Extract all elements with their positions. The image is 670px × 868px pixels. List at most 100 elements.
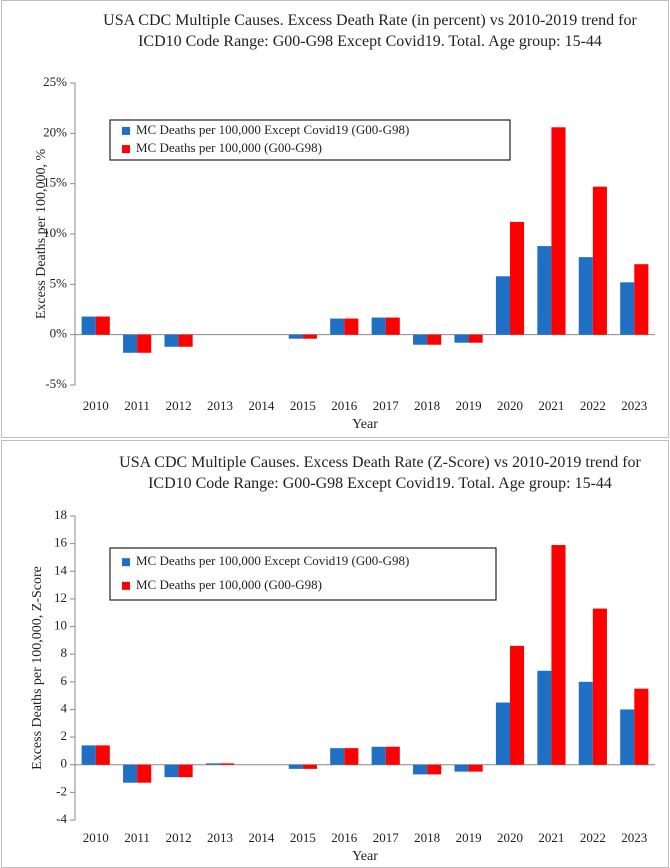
x-tick-label: 2023 bbox=[621, 398, 647, 413]
x-tick-label: 2011 bbox=[124, 398, 150, 413]
bar bbox=[288, 334, 303, 339]
bar bbox=[495, 276, 510, 335]
bar bbox=[123, 334, 138, 353]
y-tick-label: 14 bbox=[54, 562, 68, 577]
bar bbox=[578, 257, 593, 335]
y-tick-label: 15% bbox=[43, 175, 67, 190]
x-tick-label: 2018 bbox=[414, 830, 440, 845]
y-tick-label: 10% bbox=[43, 225, 67, 240]
bar bbox=[495, 702, 510, 765]
bar bbox=[620, 282, 635, 335]
bar bbox=[578, 681, 593, 765]
bar bbox=[302, 764, 317, 769]
x-tick-label: 2020 bbox=[497, 398, 523, 413]
bar bbox=[330, 748, 345, 765]
bar bbox=[220, 763, 235, 765]
y-tick-label: 8 bbox=[61, 645, 68, 660]
bar bbox=[371, 746, 386, 765]
x-tick-label: 2023 bbox=[621, 830, 647, 845]
y-axis-label: Excess Deaths per 100,000, Z-Score bbox=[30, 566, 45, 770]
bar bbox=[634, 264, 649, 335]
bar bbox=[385, 317, 400, 335]
bar bbox=[302, 334, 317, 339]
legend-label: MC Deaths per 100,000 Except Covid19 (G0… bbox=[136, 122, 409, 137]
bar bbox=[427, 334, 442, 345]
bar bbox=[620, 709, 635, 765]
bar bbox=[178, 334, 193, 347]
x-tick-label: 2012 bbox=[166, 830, 192, 845]
bar bbox=[178, 764, 193, 778]
x-tick-label: 2012 bbox=[166, 398, 192, 413]
legend-label: MC Deaths per 100,000 (G00-G98) bbox=[136, 140, 322, 155]
x-tick-label: 2010 bbox=[83, 398, 109, 413]
x-tick-label: 2019 bbox=[456, 398, 482, 413]
bar bbox=[164, 764, 179, 778]
bar bbox=[385, 746, 400, 765]
x-tick-label: 2021 bbox=[538, 830, 564, 845]
y-tick-label: 0% bbox=[50, 326, 68, 341]
x-tick-label: 2017 bbox=[373, 830, 400, 845]
y-axis-label: Excess Deaths per 100,000, % bbox=[34, 149, 49, 320]
y-tick-label: -5% bbox=[45, 376, 67, 391]
x-tick-label: 2014 bbox=[248, 398, 275, 413]
bar bbox=[454, 764, 469, 772]
chart-title: USA CDC Multiple Causes. Excess Death Ra… bbox=[119, 454, 641, 492]
bar bbox=[510, 645, 525, 765]
x-tick-label: 2013 bbox=[207, 398, 233, 413]
bar bbox=[123, 764, 138, 783]
legend-label: MC Deaths per 100,000 Except Covid19 (G0… bbox=[136, 553, 409, 568]
x-tick-label: 2020 bbox=[497, 830, 523, 845]
bar bbox=[330, 318, 345, 335]
x-tick-label: 2011 bbox=[124, 830, 150, 845]
bar bbox=[413, 764, 428, 775]
bar bbox=[427, 764, 442, 775]
bar bbox=[468, 764, 483, 772]
bar bbox=[137, 764, 152, 783]
bar bbox=[288, 764, 303, 769]
bar bbox=[164, 334, 179, 347]
bar bbox=[81, 745, 96, 765]
bar bbox=[454, 334, 469, 343]
x-tick-label: 2017 bbox=[373, 398, 400, 413]
bar bbox=[95, 316, 110, 335]
y-tick-label: -2 bbox=[56, 783, 67, 798]
bar bbox=[371, 317, 386, 335]
x-tick-label: 2021 bbox=[538, 398, 564, 413]
x-axis-label: Year bbox=[352, 849, 378, 864]
legend-swatch bbox=[122, 126, 130, 135]
bar bbox=[551, 545, 566, 765]
bar bbox=[592, 608, 607, 765]
y-tick-label: 25% bbox=[43, 74, 67, 89]
x-axis-label: Year bbox=[352, 417, 378, 432]
legend-swatch bbox=[122, 145, 130, 154]
x-tick-label: 2010 bbox=[83, 830, 109, 845]
x-tick-label: 2019 bbox=[456, 830, 482, 845]
y-tick-label: 5% bbox=[50, 275, 68, 290]
y-tick-label: 10 bbox=[54, 618, 67, 633]
bar bbox=[95, 745, 110, 765]
x-tick-label: 2014 bbox=[248, 830, 275, 845]
legend-box bbox=[109, 547, 497, 601]
y-tick-label: 16 bbox=[54, 535, 68, 550]
bar bbox=[468, 334, 483, 343]
x-tick-label: 2013 bbox=[207, 830, 233, 845]
y-tick-label: 4 bbox=[61, 700, 68, 715]
bar bbox=[510, 221, 525, 335]
x-tick-label: 2016 bbox=[331, 830, 358, 845]
y-tick-label: 0 bbox=[61, 756, 68, 771]
y-tick-label: 18 bbox=[54, 507, 67, 522]
x-tick-label: 2018 bbox=[414, 398, 440, 413]
legend-swatch bbox=[122, 558, 130, 567]
y-tick-label: -4 bbox=[56, 811, 67, 826]
y-tick-label: 6 bbox=[61, 673, 68, 688]
chart-title: USA CDC Multiple Causes. Excess Death Ra… bbox=[103, 12, 637, 50]
bar bbox=[551, 127, 566, 335]
x-tick-label: 2015 bbox=[290, 398, 316, 413]
y-tick-label: 12 bbox=[54, 590, 67, 605]
bar bbox=[413, 334, 428, 345]
legend-box bbox=[109, 119, 511, 161]
x-tick-label: 2022 bbox=[580, 830, 606, 845]
bar bbox=[81, 316, 96, 335]
bar bbox=[537, 246, 552, 335]
